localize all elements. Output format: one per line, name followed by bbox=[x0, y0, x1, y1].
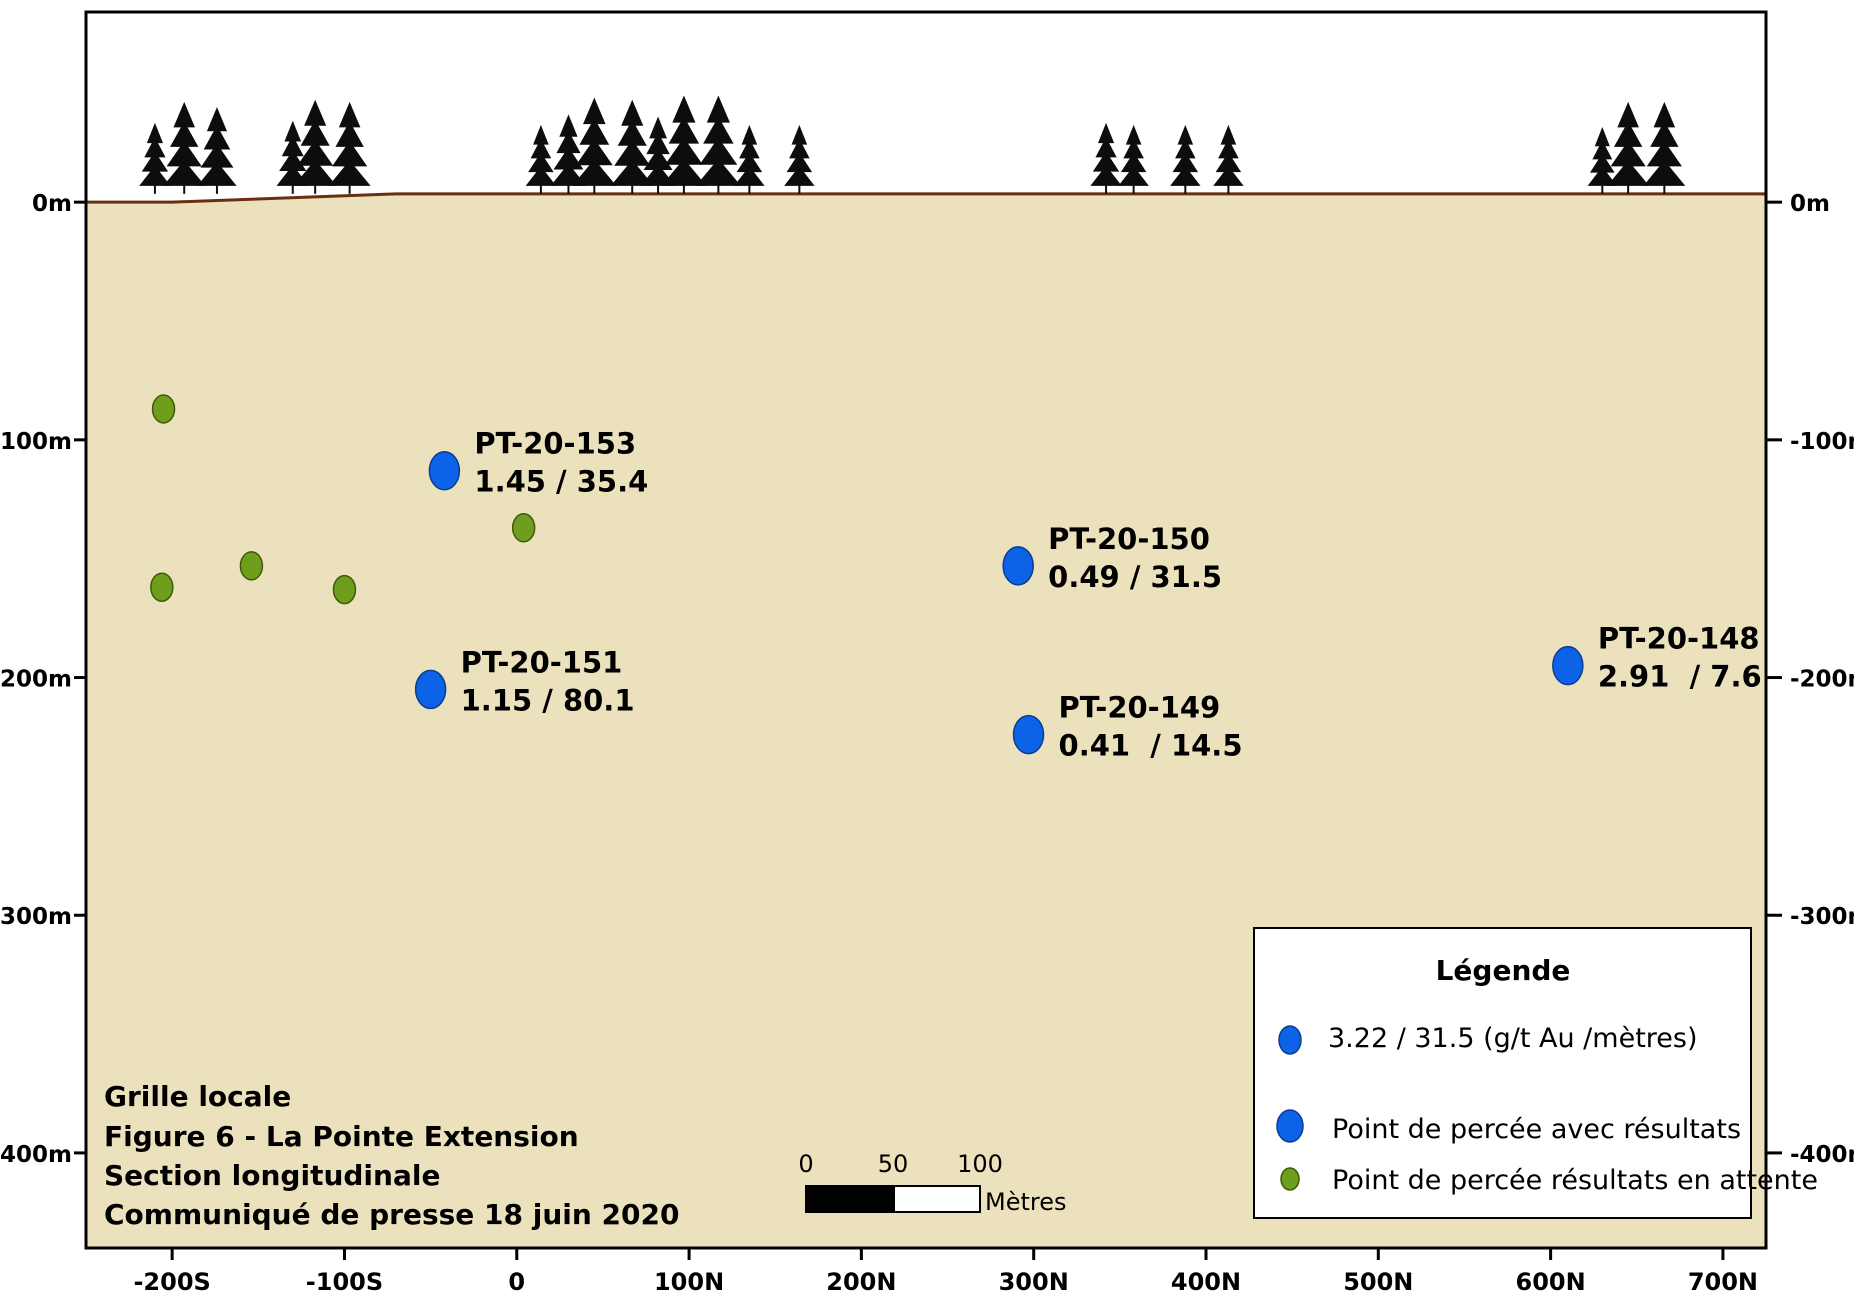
drill-hole-result: 2.91 / 7.6 bbox=[1598, 660, 1762, 694]
legend-results-dot bbox=[1276, 1109, 1304, 1143]
x-tick-label: 300N bbox=[999, 1268, 1069, 1296]
title-line-figure: Figure 6 - La Pointe Extension bbox=[104, 1120, 579, 1153]
drill-hole-result-point bbox=[1012, 714, 1045, 755]
drill-hole-id: PT-20-151 bbox=[461, 645, 623, 679]
scale-bar: 0 50 100 Mètres bbox=[798, 1150, 1066, 1216]
legend-pending-dot bbox=[1280, 1167, 1300, 1191]
tree-icon bbox=[139, 122, 171, 194]
x-tick-label: 500N bbox=[1343, 1268, 1413, 1296]
y-tick-label-left: -400m bbox=[0, 1142, 72, 1168]
drill-hole-result-point bbox=[428, 450, 461, 491]
title-line-grid: Grille locale bbox=[104, 1080, 291, 1113]
drill-hole-result-point bbox=[1002, 546, 1034, 586]
drill-hole-id: PT-20-150 bbox=[1048, 522, 1210, 556]
tree-icon bbox=[734, 124, 765, 194]
tree-icon bbox=[328, 101, 371, 194]
y-tick-label-left: 0m bbox=[32, 191, 72, 217]
y-tick-label-right: -200m bbox=[1790, 667, 1854, 693]
drill-hole-pending-point bbox=[150, 572, 174, 602]
y-tick-label-left: -200m bbox=[0, 667, 72, 693]
x-tick-label: 0 bbox=[508, 1268, 525, 1296]
scale-label-50: 50 bbox=[878, 1150, 909, 1178]
x-tick-label: -100S bbox=[306, 1268, 383, 1296]
tree-icon bbox=[1118, 124, 1149, 194]
drill-hole-result-point bbox=[414, 669, 447, 710]
drill-hole-result-point bbox=[1552, 645, 1584, 686]
drill-hole-pending-point bbox=[332, 574, 357, 605]
drill-hole-id: PT-20-149 bbox=[1059, 691, 1221, 725]
x-tick-label: -200S bbox=[133, 1268, 210, 1296]
drill-hole-labels: PT-20-153 1.45 / 35.4 PT-20-151 1.15 / 80.1… bbox=[461, 427, 1762, 763]
drill-hole-points bbox=[150, 394, 1584, 755]
plot-frame bbox=[84, 10, 1768, 1250]
drill-hole-id: PT-20-148 bbox=[1598, 622, 1760, 656]
legend-example-text: 3.22 / 31.5 (g/t Au /mètres) bbox=[1328, 1023, 1698, 1054]
y-tick-label-left: -300m bbox=[0, 904, 72, 930]
scale-label-0: 0 bbox=[798, 1150, 813, 1178]
x-tick-label: 400N bbox=[1171, 1268, 1241, 1296]
legend: Légende 3.22 / 31.5 (g/t Au /mètres) Poi… bbox=[1253, 927, 1818, 1219]
drill-hole-result: 1.45 / 35.4 bbox=[474, 465, 648, 499]
y-tick-label-right: -300m bbox=[1790, 904, 1854, 930]
tree-icon bbox=[1607, 101, 1650, 194]
drill-hole-result: 1.15 / 80.1 bbox=[461, 683, 635, 717]
tree-icon bbox=[1587, 127, 1618, 194]
tree-icon bbox=[572, 97, 617, 194]
scale-segment-white bbox=[893, 1185, 981, 1213]
tree-icon bbox=[525, 124, 557, 194]
legend-pending-label: Point de percée résultats en attente bbox=[1332, 1165, 1818, 1196]
tree-icon bbox=[1643, 101, 1686, 194]
legend-title: Légende bbox=[1436, 954, 1571, 987]
title-block: Grille locale Figure 6 - La Pointe Exten… bbox=[104, 1080, 679, 1231]
surface-line bbox=[86, 192, 1766, 204]
tree-icon bbox=[197, 107, 237, 194]
tree-icon bbox=[293, 99, 337, 194]
tree-icon bbox=[610, 99, 654, 194]
drill-hole-id: PT-20-153 bbox=[474, 427, 636, 461]
tree-icon bbox=[1170, 124, 1201, 194]
title-line-section: Section longitudinale bbox=[104, 1159, 440, 1192]
drill-hole-pending-point bbox=[511, 513, 536, 543]
tree-icon bbox=[695, 95, 741, 194]
legend-example-dot bbox=[1278, 1025, 1302, 1055]
x-tick-label: 100N bbox=[654, 1268, 724, 1296]
y-tick-label-left: -100m bbox=[0, 429, 72, 455]
drill-hole-pending-point bbox=[239, 551, 264, 581]
y-tick-label-right: -100m bbox=[1790, 429, 1854, 455]
axis-ticks: -200S -100S 0 100N 200N 300N 400N 500N 600N 700N 0… bbox=[0, 191, 1854, 1296]
x-tick-label: 600N bbox=[1516, 1268, 1586, 1296]
tree-icon bbox=[784, 124, 815, 194]
y-tick-label-right: -400m bbox=[1790, 1142, 1854, 1168]
tree-icon bbox=[1213, 124, 1244, 194]
legend-results-label: Point de percée avec résultats bbox=[1332, 1114, 1741, 1145]
tree-icon bbox=[661, 95, 707, 194]
y-tick-label-right: 0m bbox=[1790, 191, 1830, 217]
drill-hole-pending-point bbox=[151, 394, 176, 424]
drill-hole-result: 0.49 / 31.5 bbox=[1048, 560, 1222, 594]
tree-icon bbox=[163, 101, 206, 194]
drill-hole-result: 0.41 / 14.5 bbox=[1059, 729, 1243, 763]
tree-icon bbox=[1090, 122, 1122, 194]
title-line-press: Communiqué de presse 18 juin 2020 bbox=[104, 1198, 679, 1231]
tree-silhouettes bbox=[139, 95, 1686, 194]
scale-unit: Mètres bbox=[985, 1188, 1067, 1216]
x-tick-label: 700N bbox=[1688, 1268, 1758, 1296]
scale-segment-black bbox=[805, 1185, 895, 1213]
x-tick-label: 200N bbox=[826, 1268, 896, 1296]
scale-label-100: 100 bbox=[957, 1150, 1003, 1178]
legend-frame bbox=[1253, 927, 1752, 1219]
